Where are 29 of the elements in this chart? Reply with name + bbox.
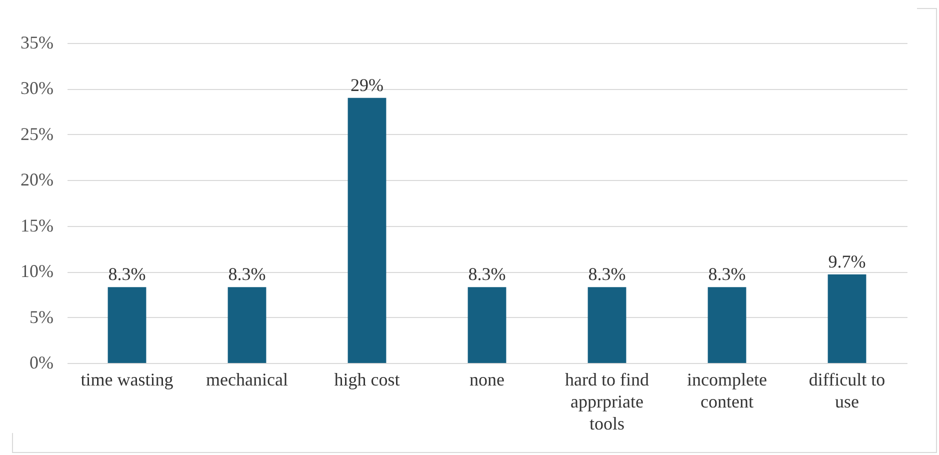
x-tick-label: difficult to use bbox=[808, 370, 886, 412]
y-tick-label: 35% bbox=[20, 32, 54, 52]
x-tick-label: mechanical bbox=[206, 370, 288, 390]
data-label: 8.3% bbox=[228, 264, 266, 284]
bar bbox=[348, 98, 386, 363]
y-tick-label: 20% bbox=[20, 170, 54, 190]
bar bbox=[708, 287, 746, 363]
x-tick-label: incomplete content bbox=[687, 370, 767, 412]
bar bbox=[588, 287, 626, 363]
y-tick-label: 15% bbox=[20, 215, 54, 236]
x-tick-label: high cost bbox=[334, 370, 400, 390]
y-tick-label: 10% bbox=[20, 261, 54, 282]
data-label: 8.3% bbox=[468, 264, 506, 284]
data-label: 9.7% bbox=[828, 251, 866, 272]
bar bbox=[108, 287, 146, 363]
x-tick-label: none bbox=[470, 370, 504, 390]
y-tick-label: 0% bbox=[30, 352, 54, 372]
data-label: 8.3% bbox=[108, 264, 146, 284]
bar bbox=[228, 287, 266, 363]
x-tick-label: time wasting bbox=[80, 370, 174, 390]
bar bbox=[828, 274, 866, 363]
data-label: 8.3% bbox=[708, 264, 746, 284]
y-tick-label: 25% bbox=[20, 124, 54, 144]
data-label: 29% bbox=[350, 74, 384, 95]
y-tick-label: 30% bbox=[20, 78, 54, 98]
bar bbox=[468, 287, 506, 363]
y-tick-label: 5% bbox=[30, 306, 54, 327]
data-label: 8.3% bbox=[588, 264, 626, 284]
x-tick-label: hard to find apprpriate tools bbox=[565, 370, 649, 434]
